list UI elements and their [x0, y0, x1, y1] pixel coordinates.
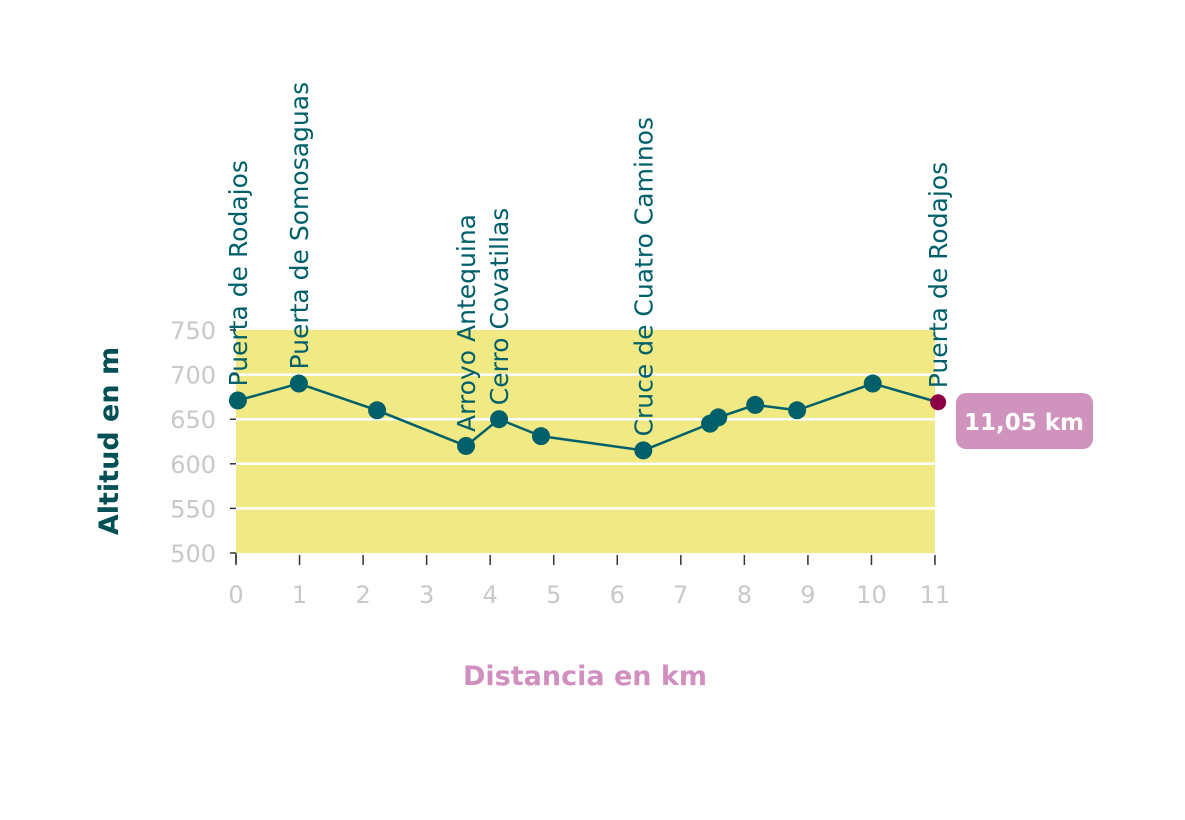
- data-point: [788, 401, 807, 420]
- x-tick-label: 0: [228, 581, 243, 609]
- x-tick-label: 8: [737, 581, 752, 609]
- x-tick-label: 1: [292, 581, 307, 609]
- x-tick-label: 11: [920, 581, 951, 609]
- waypoint-label: Cruce de Cuatro Caminos: [629, 117, 658, 436]
- data-point: [863, 374, 882, 393]
- x-tick-label: 6: [610, 581, 625, 609]
- x-tick-label: 4: [483, 581, 498, 609]
- y-axis-label: Altitud en m: [94, 347, 125, 535]
- data-point: [490, 410, 509, 429]
- data-point: [634, 441, 653, 460]
- x-tick-label: 9: [800, 581, 815, 609]
- waypoint-label: Arroyo Antequina: [452, 214, 481, 432]
- end-point: [930, 394, 947, 411]
- data-point: [368, 401, 387, 420]
- y-tick-label: 500: [170, 540, 216, 568]
- data-point: [228, 391, 247, 410]
- waypoint-labels: Puerta de Rodajos Puerta de Somosaguas Arr…: [224, 82, 953, 437]
- waypoint-label: Cerro Covatillas: [485, 208, 514, 406]
- x-axis-label: Distancia en km: [463, 661, 707, 692]
- data-point: [746, 395, 765, 414]
- x-tick-label: 3: [419, 581, 434, 609]
- data-point: [709, 408, 728, 427]
- y-tick-label: 650: [170, 406, 216, 434]
- data-point: [457, 436, 476, 455]
- end-badge-text: 11,05 km: [964, 410, 1084, 436]
- data-point: [289, 374, 308, 393]
- y-tick-label: 600: [170, 451, 216, 479]
- x-tick-label: 10: [856, 581, 887, 609]
- data-points: [228, 374, 947, 460]
- gridlines: [236, 373, 935, 510]
- end-badge: 11,05 km: [956, 393, 1093, 449]
- waypoint-label: Puerta de Somosaguas: [285, 82, 314, 370]
- axes: 500 550 600 650 700 750 0 1 2 3 4 5 6 7 8 9 10 11: [170, 317, 950, 609]
- y-tick-label: 700: [170, 362, 216, 390]
- x-tick-label: 5: [546, 581, 561, 609]
- x-tick-label: 2: [355, 581, 370, 609]
- y-tick-label: 550: [170, 495, 216, 523]
- data-point: [532, 427, 551, 446]
- y-tick-label: 750: [170, 317, 216, 345]
- waypoint-label: Puerta de Rodajos: [224, 160, 253, 386]
- waypoint-label: Puerta de Rodajos: [924, 162, 953, 388]
- x-tick-label: 7: [673, 581, 688, 609]
